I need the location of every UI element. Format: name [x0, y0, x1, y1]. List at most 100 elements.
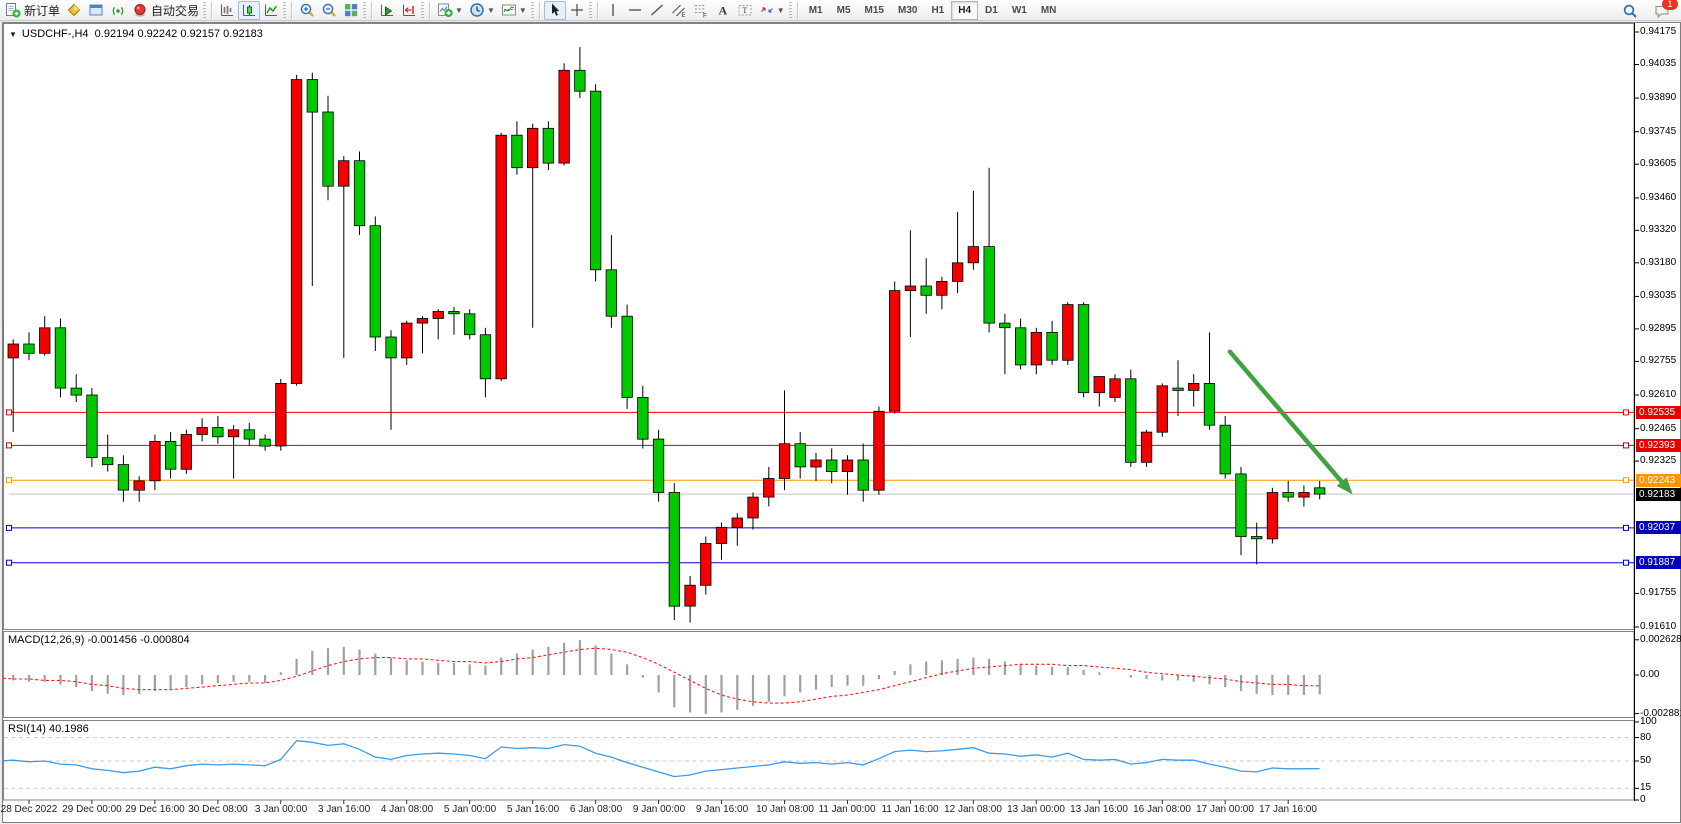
ohlc-low: 0.92157 [180, 28, 221, 40]
chart-window[interactable]: 0.94175 0.94035 0.93890 0.93745 0.93605 0.934… [1, 22, 1681, 823]
cursor-button[interactable] [543, 0, 566, 20]
toolbar-separator [596, 1, 599, 19]
toolbar-grip [203, 2, 207, 18]
periods-button[interactable]: ▼ [466, 1, 498, 20]
toolbar-separator [371, 1, 374, 19]
chart-shift-button[interactable] [398, 1, 420, 20]
date-axis-label: 13 Jan 16:00 [1070, 804, 1128, 815]
channel-button[interactable]: E [668, 1, 690, 20]
zoom-out-icon [322, 3, 336, 17]
autotrading-button[interactable]: 自动交易 [129, 1, 202, 20]
timeframe-h4-button[interactable]: H4 [951, 0, 979, 20]
chart-plot[interactable] [3, 23, 1680, 820]
date-axis-label: 3 Jan 16:00 [317, 804, 371, 815]
date-axis-label: 16 Jan 08:00 [1133, 804, 1191, 815]
timeframe-m15-button[interactable]: M15 [864, 4, 884, 16]
toolbar-grip [788, 2, 792, 18]
dropdown-caret-icon[interactable]: ▼ [776, 5, 785, 15]
price-axis-label: 0.92610 [1640, 389, 1677, 400]
crosshair-button[interactable] [566, 1, 588, 20]
text-label-button[interactable]: T [734, 1, 756, 20]
search-button[interactable] [1619, 1, 1641, 20]
macd-axis-label: -0.002881 [1640, 708, 1681, 719]
timeframe-m1-button[interactable]: M1 [808, 4, 823, 16]
macd-axis-label: 0.002628 [1640, 634, 1681, 645]
price-axis-label: 0.94035 [1640, 58, 1677, 69]
date-axis-label: 5 Jan 00:00 [443, 804, 497, 815]
new-order-button[interactable]: 新订单 [2, 1, 63, 20]
dropdown-caret-icon[interactable]: ▼ [455, 5, 463, 15]
price-axis-label: 0.93460 [1640, 192, 1677, 203]
svg-text:A: A [718, 4, 727, 18]
chevron-down-icon[interactable]: ▼ [9, 30, 17, 39]
chart-symbol-label: USDCHF-,H4 [21, 28, 89, 40]
chart-shift-icon [403, 4, 416, 16]
date-axis-label: 13 Jan 00:00 [1007, 804, 1065, 815]
timeframe-d1-button[interactable]: D1 [985, 4, 998, 16]
trendline-button[interactable] [646, 1, 668, 20]
price-axis-label: 0.91755 [1640, 587, 1677, 598]
dropdown-caret-icon[interactable]: ▼ [486, 5, 495, 15]
rsi-axis-label: 100 [1640, 716, 1657, 727]
ohlc-high: 0.92242 [137, 28, 178, 40]
zoom-out-button[interactable] [318, 1, 340, 20]
date-axis-label: 9 Jan 16:00 [695, 804, 749, 815]
fibonacci-icon: F [694, 5, 707, 19]
timeframe-m30-button[interactable]: M30 [897, 4, 918, 16]
zoom-in-button[interactable] [296, 1, 318, 20]
text-icon: A [718, 4, 727, 18]
arrows-button[interactable]: ▼ [756, 1, 788, 20]
price-axis-label: 0.92755 [1640, 355, 1677, 366]
tile-windows-button[interactable] [340, 1, 362, 20]
vertical-line-button[interactable] [602, 1, 624, 20]
price-tag: 0.92535 [1636, 406, 1681, 419]
signals-button[interactable] [107, 1, 129, 20]
date-axis-label: 3 Jan 00:00 [254, 804, 308, 815]
vertical-line-icon [612, 4, 614, 16]
macd-histogram [12, 640, 1321, 714]
chat-button[interactable]: 1 [1651, 0, 1678, 20]
signals-icon [112, 6, 124, 16]
arrows-icon [760, 7, 773, 13]
toolbar-grip [283, 2, 287, 18]
data-window-button[interactable] [85, 1, 107, 20]
candlestick-icon [243, 4, 256, 16]
dropdown-caret-icon[interactable]: ▼ [518, 5, 527, 15]
chart-title[interactable]: ▼ USDCHF-,H4 0.92194 0.92242 0.92157 0.92… [9, 28, 263, 41]
date-axis-label: 29 Dec 00:00 [62, 804, 122, 815]
date-axis-label: 11 Jan 16:00 [881, 804, 939, 815]
horizontal-line-button[interactable] [624, 1, 646, 20]
candlestick-button[interactable] [238, 0, 261, 20]
line-chart-button[interactable] [260, 1, 282, 20]
macd-indicator-label: MACD(12,26,9) -0.001456 -0.000804 [8, 634, 190, 646]
notification-badge: 1 [1662, 0, 1678, 10]
bar-chart-button[interactable] [216, 1, 238, 20]
timeframe-mn-button[interactable]: MN [1040, 4, 1057, 16]
search-icon [1623, 4, 1637, 18]
price-axis-label: 0.93605 [1640, 158, 1677, 169]
market-watch-icon [67, 3, 81, 17]
toolbar-grip [421, 2, 425, 18]
market-watch-button[interactable] [63, 1, 85, 20]
price-axis-label: 0.92465 [1640, 423, 1677, 434]
autotrading-icon [134, 4, 146, 17]
timeframe-m5-button[interactable]: M5 [836, 4, 851, 16]
indicators-button[interactable]: ▼ [434, 1, 466, 20]
toolbar-separator [429, 1, 432, 19]
trend-arrow-annotation[interactable] [1227, 349, 1353, 495]
timeframe-h1-button[interactable]: H1 [931, 4, 945, 16]
toolbar-grip [588, 2, 592, 18]
svg-text:F: F [703, 13, 707, 19]
text-label-icon: T [738, 5, 752, 16]
fibonacci-button[interactable]: F [690, 1, 712, 20]
date-axis-label: 4 Jan 08:00 [380, 804, 434, 815]
price-axis-label: 0.94175 [1640, 26, 1677, 37]
auto-scroll-button[interactable] [376, 1, 398, 20]
templates-button[interactable]: ▼ [498, 1, 530, 20]
svg-text:E: E [681, 13, 685, 18]
rsi-axis-label: 0 [1640, 794, 1646, 805]
text-button[interactable]: A [712, 1, 734, 20]
timeframe-w1-button[interactable]: W1 [1011, 4, 1027, 16]
toolbar-grip [530, 2, 534, 18]
macd-axis-label: 0.00 [1640, 669, 1660, 680]
